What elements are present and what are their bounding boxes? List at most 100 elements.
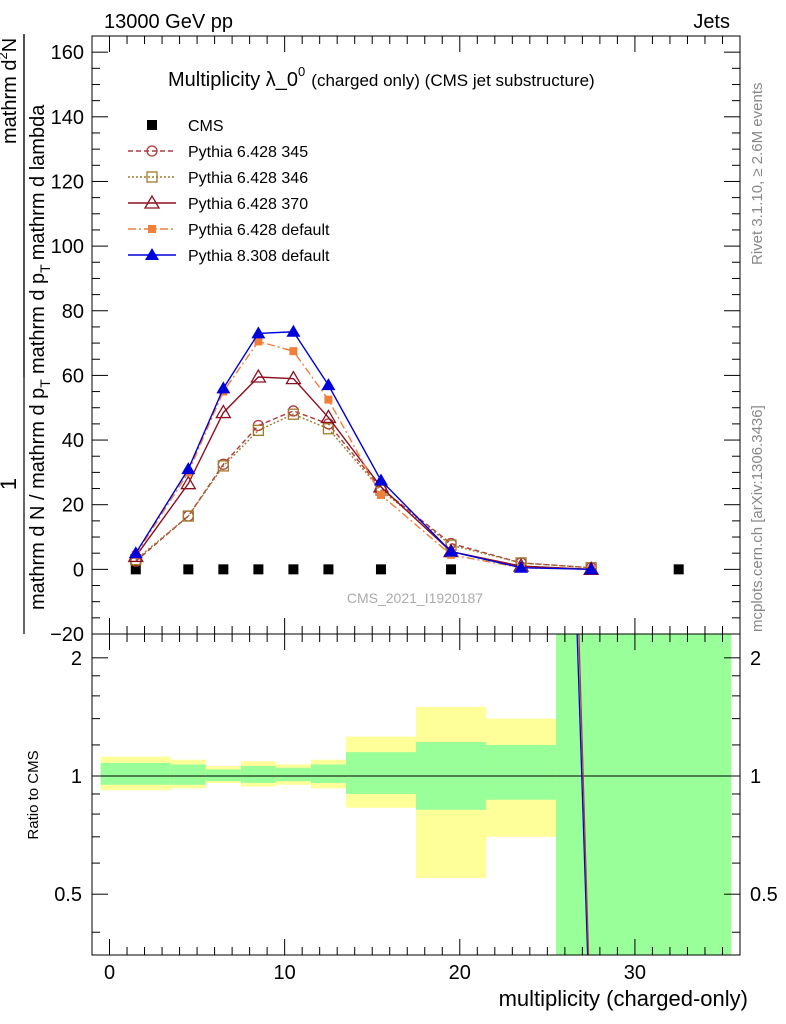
svg-text:1: 1 — [0, 478, 21, 490]
analysis-watermark: CMS_2021_I1920187 — [347, 590, 483, 606]
data-point-pythia-8-308-default — [321, 378, 336, 391]
data-point-cms — [288, 564, 299, 575]
main-y-tick-label: 20 — [62, 495, 84, 517]
series-line-pythia-6-428-default — [135, 340, 592, 571]
uncertainty-band-green — [310, 764, 346, 783]
uncertainty-band-green — [486, 744, 557, 800]
y-label-numerator: mathrm d2N — [0, 38, 21, 144]
legend-marker-pythia-6-428-346 — [146, 171, 158, 183]
data-point-pythia-6-428-346 — [322, 423, 335, 435]
main-series — [127, 324, 684, 576]
main-y-tick-label: 0 — [73, 559, 84, 581]
data-point-pythia-8-308-default — [373, 473, 388, 486]
main-y-tick-label: 100 — [51, 236, 84, 258]
series-line-pythia-6-428-345 — [135, 410, 592, 569]
legend-marker-pythia-8-308-default — [145, 248, 159, 260]
y-label-denominator: mathrm d N / mathrm d pT — [27, 379, 53, 610]
data-point-cms — [218, 564, 229, 575]
legend-label-pythia-6-428-370: Pythia 6.428 370 — [188, 196, 308, 213]
data-point-pythia-6-428-370 — [320, 409, 337, 424]
series-line-pythia-6-428-370 — [135, 376, 592, 571]
energy-label: 13000 GeV pp — [104, 11, 233, 33]
uncertainty-band-green — [100, 762, 171, 785]
legend-marker-pythia-6-428-345 — [146, 145, 158, 157]
main-y-tick-label: 40 — [62, 430, 84, 452]
y-label-derivative: mathrm d pTmathrm d lambda — [27, 104, 53, 374]
ratio-y-tick-label-right: 2 — [750, 648, 761, 670]
ratio-y-axis-label: Ratio to CMS — [25, 750, 42, 839]
data-point-pythia-8-308-default — [584, 562, 599, 575]
main-y-axis-label: 1 mathrm d N / mathrm d pT mathrm d2N ma… — [0, 34, 53, 634]
data-point-cms — [183, 564, 194, 575]
data-point-cms — [673, 564, 684, 575]
data-point-cms — [446, 564, 457, 575]
legend-marker-pythia-6-428-default — [148, 225, 156, 233]
legend-marker-cms — [147, 120, 157, 130]
ratio-axis-ticks: 0.5 0.51 12 20 10 20 30 — [54, 634, 778, 984]
data-point-pythia-6-428-370 — [285, 370, 302, 385]
ratio-y-tick-label-right: 1 — [750, 766, 761, 788]
data-point-pythia-8-308-default — [444, 544, 459, 557]
data-point-pythia-6-428-default — [254, 337, 263, 346]
data-point-pythia-6-428-default — [376, 491, 385, 500]
main-y-tick-label: −20 — [50, 624, 84, 646]
ratio-series — [576, 633, 590, 956]
legend: CMS Pythia 6.428 345 Pythia 6.428 346 Pythi… — [128, 118, 330, 265]
main-plot: −20 0 20 40 60 80 100 120 140 160 CMS Pythia 6.428… — [50, 35, 741, 646]
ratio-y-tick-label: 0.5 — [54, 884, 82, 906]
data-point-pythia-6-428-default — [324, 395, 333, 404]
x-tick-label: 30 — [624, 962, 646, 984]
ratio-line — [576, 633, 589, 956]
series-line-pythia-6-428-346 — [135, 413, 592, 569]
data-point-pythia-8-308-default — [514, 560, 529, 573]
ratio-y-tick-label: 1 — [71, 766, 82, 788]
rivet-version-label: Rivet 3.1.10, ≥ 2.6M events — [749, 83, 766, 266]
data-point-cms — [253, 564, 264, 575]
main-y-tick-label: 140 — [51, 107, 84, 129]
data-point-cms — [323, 564, 334, 575]
data-point-pythia-6-428-346 — [217, 460, 230, 472]
data-point-pythia-8-308-default — [216, 381, 231, 394]
legend-label-pythia-8-308-default: Pythia 8.308 default — [188, 248, 330, 265]
data-point-pythia-6-428-346 — [182, 510, 194, 522]
data-point-pythia-6-428-346 — [287, 408, 300, 420]
legend-label-cms: CMS — [188, 118, 224, 135]
ratio-plot-frame — [91, 633, 741, 956]
x-tick-label: 10 — [274, 962, 296, 984]
main-y-tick-label: 120 — [51, 171, 84, 193]
chart-title: Multiplicity λ_00 (charged only) (CMS jet… — [168, 64, 595, 91]
main-axis-ticks: −20 0 20 40 60 80 100 120 140 160 — [50, 35, 740, 646]
uncertainty-band-green — [205, 769, 241, 782]
data-point-pythia-6-428-370 — [180, 475, 197, 490]
ratio-plot: 0.5 0.51 12 20 10 20 30 Ratio to CMS multiplic… — [25, 633, 778, 1011]
data-point-pythia-6-428-default — [289, 347, 298, 356]
legend-label-pythia-6-428-default: Pythia 6.428 default — [188, 222, 330, 239]
data-point-pythia-6-428-370 — [215, 404, 232, 419]
uncertainty-band-green — [275, 767, 311, 782]
series-line-pythia-8-308-default — [135, 331, 592, 571]
mcplots-label: mcplots.cern.ch [arXiv:1306.3436] — [749, 405, 766, 632]
ratio-uncertainty-bands — [92, 634, 740, 955]
data-point-cms — [130, 564, 141, 575]
data-point-pythia-8-308-default — [286, 324, 301, 337]
data-point-pythia-6-428-346 — [252, 424, 265, 437]
category-label: Jets — [693, 11, 730, 33]
legend-marker-pythia-6-428-370 — [143, 194, 161, 209]
main-y-tick-label: 160 — [51, 42, 84, 64]
main-y-tick-label: 60 — [62, 365, 84, 387]
x-tick-label: 20 — [449, 962, 471, 984]
ratio-y-tick-label-right: 0.5 — [750, 884, 778, 906]
main-y-tick-label: 80 — [62, 301, 84, 323]
data-point-pythia-6-428-370 — [250, 368, 267, 383]
legend-label-pythia-6-428-346: Pythia 6.428 346 — [188, 170, 308, 187]
uncertainty-band-green — [240, 766, 276, 783]
data-point-pythia-8-308-default — [251, 326, 266, 339]
x-tick-label: 0 — [104, 962, 115, 984]
uncertainty-band-green — [345, 752, 416, 794]
data-point-pythia-8-308-default — [128, 546, 143, 559]
data-point-pythia-8-308-default — [181, 462, 196, 475]
x-axis-label: multiplicity (charged-only) — [499, 986, 748, 1011]
ratio-y-tick-label: 2 — [71, 648, 82, 670]
data-point-cms — [375, 564, 386, 575]
